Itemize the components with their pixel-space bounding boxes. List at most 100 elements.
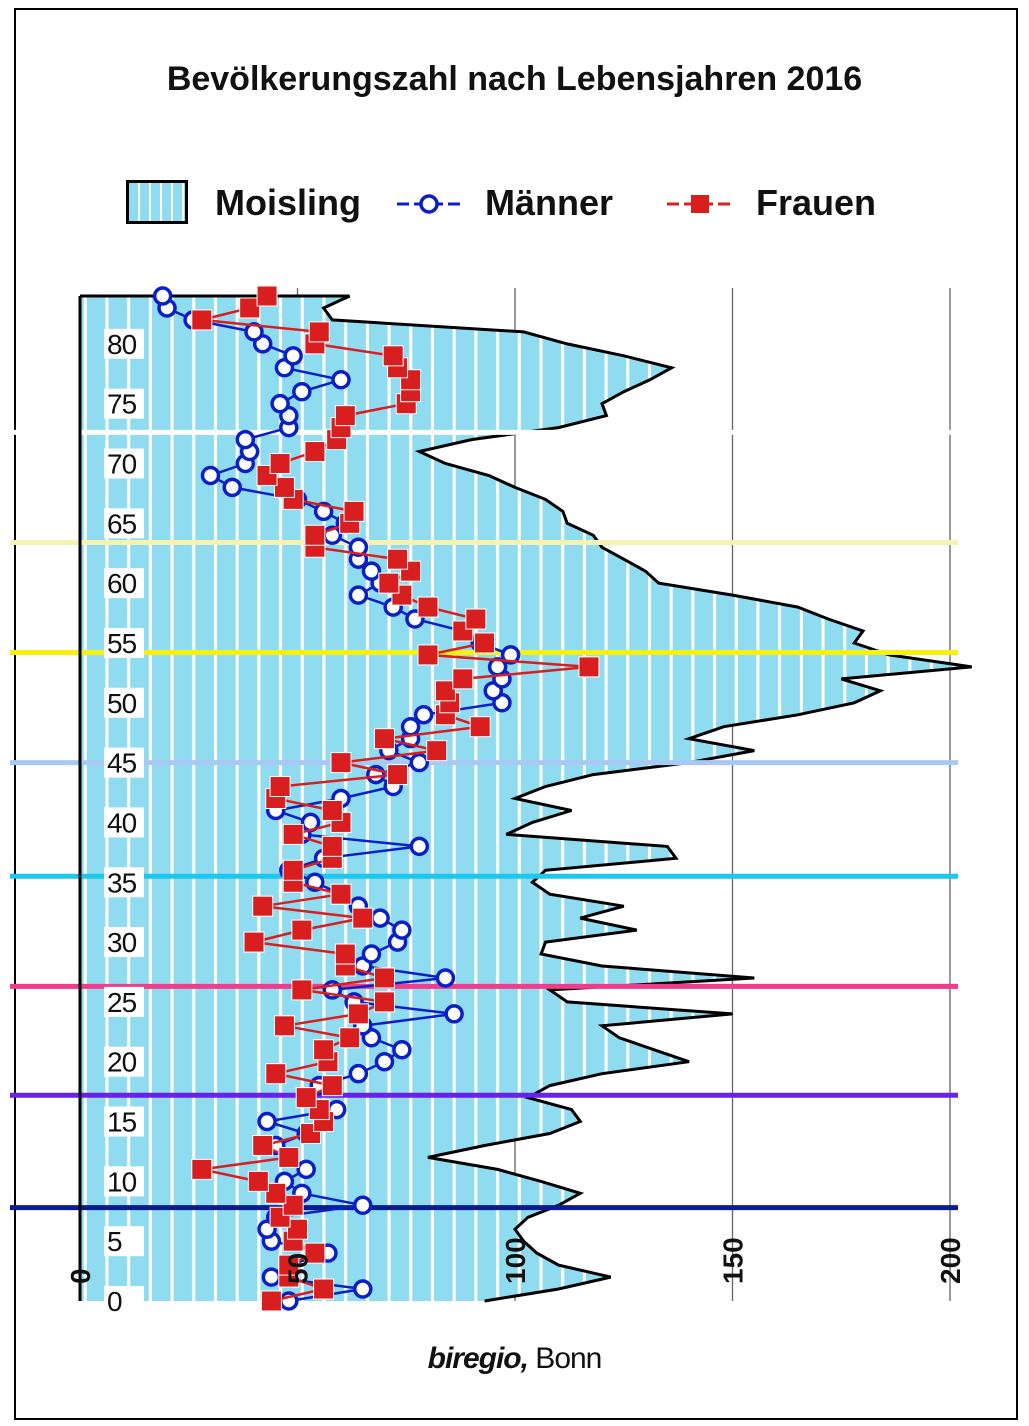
point-maenner-8 — [353, 1195, 373, 1216]
point-maenner-84 — [152, 286, 173, 306]
y-tick-bg-20 — [104, 1046, 144, 1077]
point-frauen-44 — [387, 764, 409, 786]
point-maenner-19 — [348, 1063, 369, 1084]
y-tick-label-45: 45 — [107, 748, 137, 779]
point-frauen-33 — [252, 895, 274, 917]
point-maenner-75 — [270, 393, 290, 414]
y-tick-bg-55 — [104, 627, 144, 658]
point-maenner-21 — [392, 1040, 412, 1060]
x-tick-label-150: 150 — [718, 1237, 749, 1284]
point-frauen-21 — [313, 1039, 335, 1061]
point-maenner-49 — [413, 705, 434, 725]
point-frauen-38 — [321, 835, 343, 857]
point-maenner-48 — [400, 716, 421, 737]
point-frauen-81 — [308, 321, 330, 343]
point-frauen-18 — [321, 1075, 343, 1097]
y-tick-label-60: 60 — [107, 568, 137, 599]
y-tick-label-55: 55 — [107, 628, 137, 659]
point-maenner-38 — [409, 836, 430, 857]
point-frauen-57 — [465, 608, 487, 630]
point-frauen-83 — [239, 297, 261, 319]
point-frauen-51 — [434, 680, 456, 702]
point-frauen-55 — [474, 632, 496, 654]
area-fill-moisling — [80, 296, 972, 1301]
y-tick-label-75: 75 — [107, 389, 137, 420]
y-tick-label-70: 70 — [107, 449, 137, 480]
point-frauen-68 — [273, 476, 295, 498]
y-tick-bg-45 — [104, 747, 144, 778]
x-tick-label-100: 100 — [500, 1237, 531, 1284]
point-frauen-84 — [256, 285, 278, 307]
legend-label-moisling: Moisling — [215, 182, 361, 223]
source-name: biregio, — [427, 1342, 529, 1375]
overlay-lines — [10, 429, 958, 1211]
y-tick-label-30: 30 — [107, 927, 137, 958]
point-frauen-74 — [334, 405, 356, 427]
y-tick-bg-50 — [104, 687, 144, 718]
point-frauen-26 — [291, 979, 313, 1001]
point-frauen-34 — [330, 883, 352, 905]
y-tick-label-80: 80 — [107, 329, 137, 360]
point-frauen-11 — [191, 1158, 213, 1180]
point-frauen-36 — [282, 859, 304, 881]
point-frauen-27 — [374, 967, 395, 989]
point-frauen-3 — [278, 1254, 300, 1276]
y-tick-bg-5 — [104, 1226, 144, 1257]
point-frauen-79 — [382, 345, 404, 367]
point-maenner-11 — [296, 1159, 316, 1180]
y-tick-label-20: 20 — [107, 1047, 137, 1078]
point-frauen-62 — [387, 548, 409, 570]
y-tick-bg-35 — [104, 867, 144, 898]
point-maenner-63 — [348, 537, 369, 557]
point-frauen-24 — [347, 1003, 369, 1025]
point-frauen-0 — [260, 1290, 282, 1312]
y-tick-label-50: 50 — [107, 688, 137, 719]
legend-label-maenner: Männer — [485, 182, 614, 223]
point-frauen-13 — [252, 1134, 274, 1156]
point-frauen-70 — [269, 453, 291, 474]
point-frauen-31 — [291, 919, 313, 941]
point-maenner-69 — [200, 465, 221, 486]
point-maenner-31 — [392, 920, 412, 940]
point-frauen-58 — [417, 596, 439, 618]
y-tick-bg-25 — [104, 986, 144, 1017]
point-maenner-59 — [348, 585, 369, 605]
y-tick-label-5: 5 — [107, 1226, 122, 1257]
point-frauen-9 — [265, 1182, 287, 1204]
point-frauen-71 — [304, 441, 326, 463]
y-tick-bg-80 — [104, 328, 144, 359]
point-frauen-32 — [352, 907, 374, 929]
y-tick-bg-60 — [104, 568, 144, 599]
point-frauen-12 — [278, 1146, 300, 1168]
point-frauen-4 — [304, 1242, 326, 1264]
point-frauen-6 — [287, 1218, 308, 1240]
point-frauen-41 — [321, 799, 343, 821]
point-maenner-81 — [244, 322, 264, 342]
y-tick-bg-0 — [104, 1286, 144, 1316]
source-credit: biregio, Bonn — [0, 1342, 1029, 1376]
point-maenner-72 — [235, 429, 256, 450]
point-maenner-24 — [444, 1004, 464, 1024]
y-tick-label-35: 35 — [107, 867, 137, 898]
point-maenner-2 — [261, 1267, 282, 1287]
point-maenner-27 — [435, 968, 456, 988]
point-frauen-23 — [273, 1015, 295, 1037]
point-frauen-17 — [295, 1087, 317, 1109]
point-frauen-39 — [282, 823, 304, 845]
legend-marker-frauen — [667, 195, 733, 213]
point-maenner-1 — [353, 1279, 373, 1299]
y-tick-bg-40 — [104, 807, 144, 838]
x-tick-label-200: 200 — [935, 1237, 966, 1284]
point-frauen-29 — [334, 943, 356, 965]
legend: Moisling Männer Frauen — [0, 178, 1029, 232]
point-maenner-54 — [500, 645, 521, 665]
point-frauen-64 — [304, 524, 326, 546]
y-tick-label-65: 65 — [107, 508, 137, 539]
point-frauen-8 — [282, 1194, 304, 1216]
legend-label-frauen: Frauen — [756, 182, 877, 223]
y-tick-bg-15 — [104, 1106, 144, 1137]
point-frauen-10 — [247, 1170, 269, 1192]
legend-swatch-moisling — [126, 180, 188, 224]
